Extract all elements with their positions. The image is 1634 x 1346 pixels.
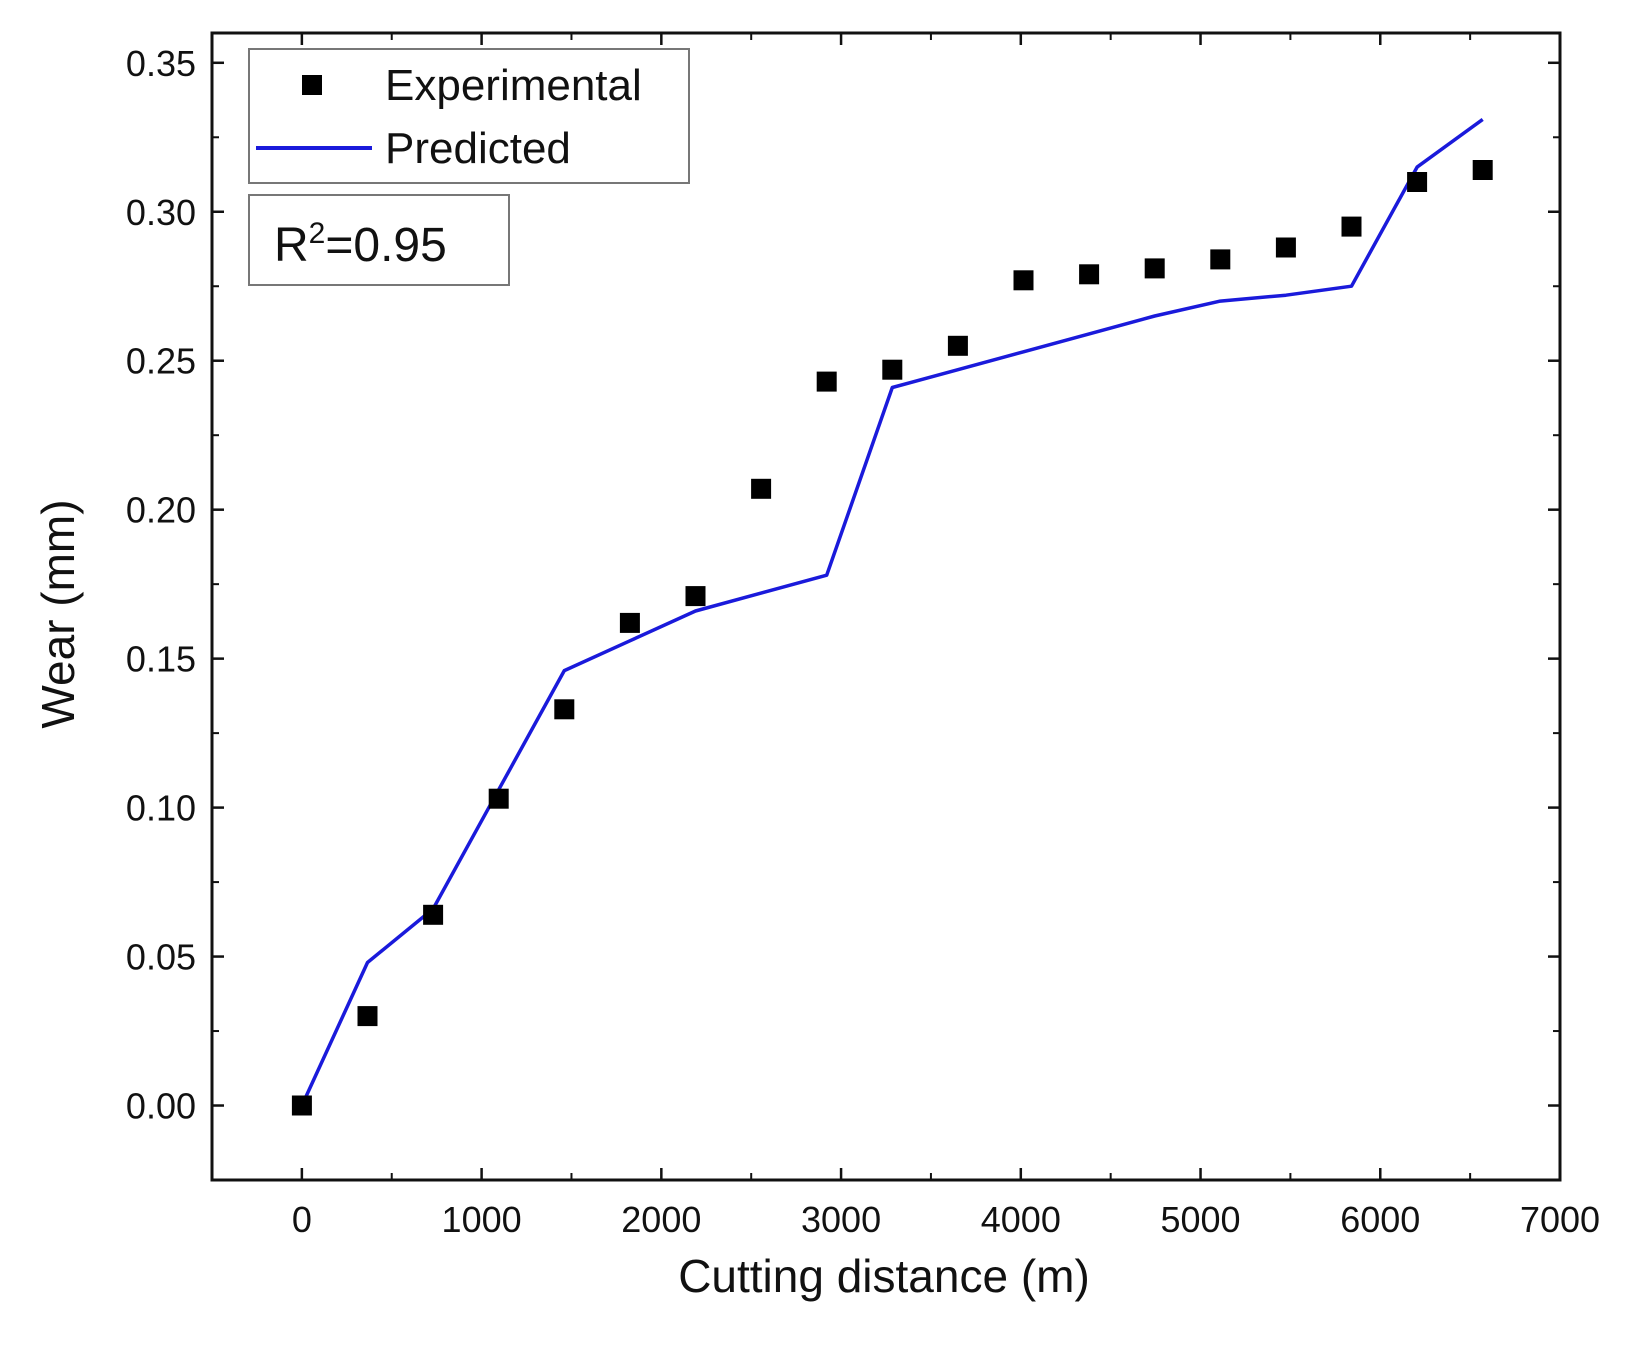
- experimental-point: [1341, 216, 1362, 237]
- legend-box: [248, 48, 690, 184]
- experimental-point: [488, 788, 509, 809]
- r-squared-box: [248, 194, 510, 286]
- experimental-point: [882, 359, 903, 380]
- y-tick-label: 0.20: [126, 490, 196, 531]
- x-tick-label: 1000: [442, 1199, 522, 1240]
- r-squared-superscript: 2: [309, 217, 326, 250]
- y-tick-label: 0.10: [126, 788, 196, 829]
- experimental-point: [357, 1006, 378, 1027]
- legend-label-predicted: Predicted: [385, 124, 571, 173]
- axis-tick-labels: 0 1000 2000 3000 4000 5000 6000 7000 0.00 0.05 0.1…: [126, 43, 1600, 1240]
- experimental-point: [751, 478, 772, 499]
- plot-frame: [210, 31, 1562, 1182]
- experimental-point: [1079, 264, 1100, 285]
- experimental-point: [685, 586, 706, 607]
- y-tick-label: 0.25: [126, 341, 196, 382]
- experimental-point: [423, 904, 444, 925]
- legend-marker-experimental: [302, 75, 322, 95]
- y-tick-label: 0.35: [126, 43, 196, 84]
- experimental-point: [619, 612, 640, 633]
- experimental-point: [291, 1095, 312, 1116]
- y-tick-label: 0.15: [126, 639, 196, 680]
- experimental-point: [1472, 160, 1493, 180]
- y-tick-label: 0.00: [126, 1086, 196, 1127]
- x-tick-label: 2000: [621, 1199, 701, 1240]
- experimental-point: [1407, 172, 1428, 192]
- x-tick-label: 6000: [1340, 1199, 1420, 1240]
- x-tick-label: 0: [292, 1199, 312, 1240]
- x-tick-label: 5000: [1160, 1199, 1240, 1240]
- legend-label-experimental: Experimental: [385, 61, 642, 110]
- experimental-point: [947, 335, 968, 356]
- y-tick-label: 0.30: [126, 192, 196, 233]
- r-squared-text: R2=0.95: [274, 217, 447, 272]
- experimental-series-layer: [291, 160, 1493, 1116]
- x-axis-title: Cutting distance (m): [678, 1250, 1090, 1302]
- y-tick-label: 0.05: [126, 937, 196, 978]
- experimental-point: [554, 699, 575, 720]
- axis-ticks: [211, 33, 1562, 1181]
- experimental-point: [1210, 249, 1231, 270]
- x-tick-label: 4000: [981, 1199, 1061, 1240]
- plot-area: [210, 31, 1562, 1182]
- experimental-point: [1275, 237, 1296, 258]
- x-tick-label: 3000: [801, 1199, 881, 1240]
- legend: Experimental Predicted: [248, 48, 690, 184]
- experimental-point: [1013, 270, 1034, 291]
- r-squared-annotation: R2=0.95: [248, 194, 510, 286]
- experimental-point: [816, 371, 837, 392]
- x-tick-label: 7000: [1520, 1199, 1600, 1240]
- y-axis-title: Wear (mm): [32, 499, 84, 728]
- experimental-point: [1144, 258, 1165, 279]
